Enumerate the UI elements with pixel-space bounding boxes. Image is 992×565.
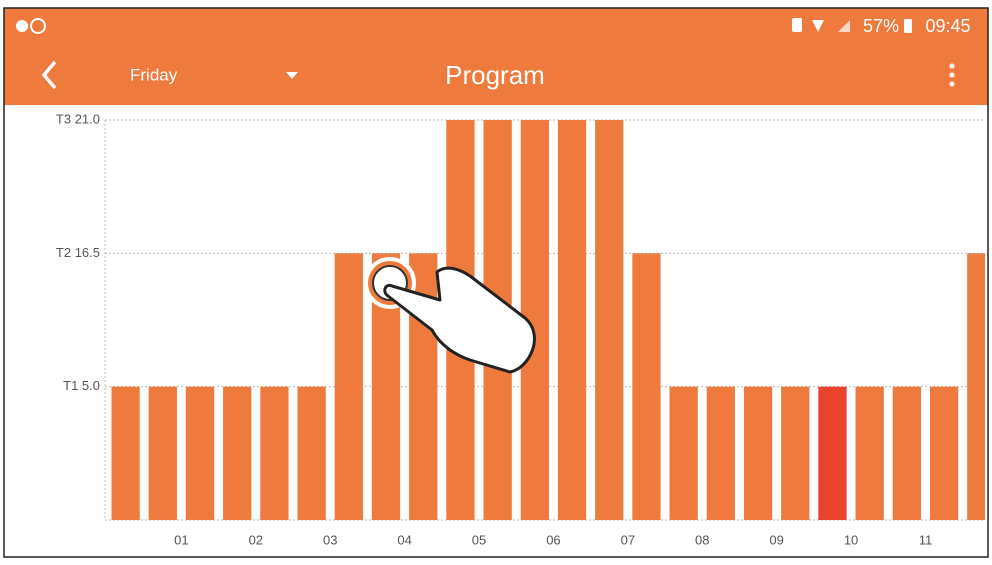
bar[interactable] [818,386,847,520]
bar[interactable] [185,386,215,520]
frame [3,7,989,558]
back-button[interactable] [41,60,57,90]
bar[interactable] [967,253,992,521]
x-tick-label: 04 [397,532,411,547]
bar[interactable] [706,386,735,520]
bar[interactable] [595,120,624,520]
top-bar [4,8,988,105]
bar[interactable] [632,253,661,521]
battery-level: 57% [863,16,899,36]
day-selector[interactable]: Friday [130,65,178,84]
x-tick-label: 10 [844,532,858,547]
x-tick-label: 06 [546,532,560,547]
x-tick-label: 05 [472,532,486,547]
screen-title: Program [445,60,545,90]
bar[interactable] [223,386,252,520]
x-tick-label: 03 [323,532,337,547]
y-tick-label: T3 21.0 [56,111,100,126]
bar[interactable] [148,386,177,520]
bar[interactable] [111,386,140,520]
x-tick-label: 01 [174,532,188,547]
bar[interactable] [892,386,922,520]
touch-gesture [364,257,536,374]
bars [111,120,992,521]
x-tick-label: 02 [249,532,263,547]
dropdown-arrow[interactable] [286,72,298,79]
x-tick-label: 09 [769,532,783,547]
bar[interactable] [297,386,326,520]
bar[interactable] [929,386,959,520]
clock: 09:45 [925,16,970,36]
x-tick-label: 07 [621,532,635,547]
bar[interactable] [260,386,289,520]
bar[interactable] [334,253,363,521]
bar[interactable] [557,120,587,520]
menu-button[interactable] [949,63,955,87]
x-tick-label: 08 [695,532,709,547]
y-tick-label: T1 5.0 [63,378,100,393]
y-tick-label: T2 16.5 [56,245,100,260]
bar[interactable] [781,386,810,520]
bar[interactable] [669,386,698,520]
bar[interactable] [743,386,773,520]
status-icons [16,18,912,34]
bar[interactable] [855,386,884,520]
x-tick-label: 11 [919,532,933,547]
